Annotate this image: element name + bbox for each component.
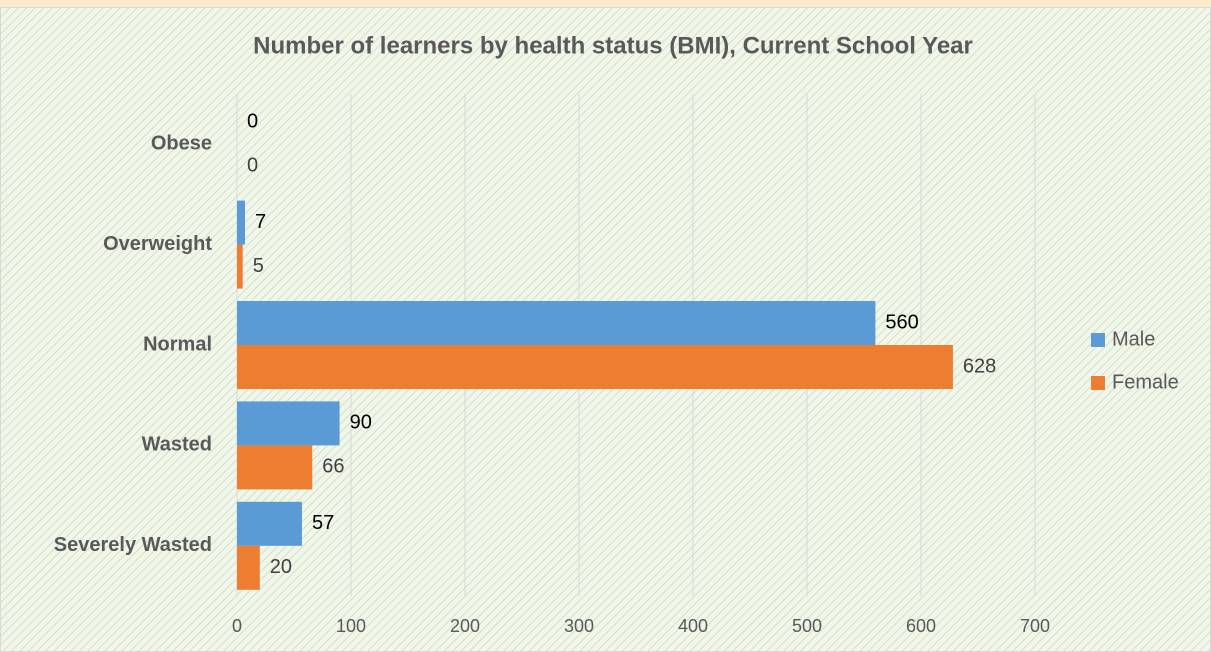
data-label: 5 <box>253 255 264 277</box>
data-label: 57 <box>312 512 334 534</box>
data-label: 66 <box>322 456 344 478</box>
x-tick-label: 300 <box>564 616 594 636</box>
x-tick-label: 400 <box>678 616 708 636</box>
y-tick-label: Overweight <box>103 233 212 255</box>
legend-label: Female <box>1112 371 1179 393</box>
bar <box>237 200 245 245</box>
y-tick-label: Normal <box>143 333 212 355</box>
top-strip <box>0 0 1211 7</box>
data-label: 7 <box>255 211 266 233</box>
bar <box>237 345 953 389</box>
y-tick-label: Wasted <box>142 434 212 456</box>
data-label: 628 <box>963 355 996 377</box>
x-tick-label: 100 <box>336 616 366 636</box>
data-label: 20 <box>270 556 292 578</box>
data-label: 560 <box>885 311 918 333</box>
legend-label: Male <box>1112 328 1155 350</box>
x-tick-label: 200 <box>450 616 480 636</box>
x-tick-label: 500 <box>792 616 822 636</box>
bar <box>237 301 876 345</box>
data-label: 0 <box>247 110 258 132</box>
bar <box>237 545 260 590</box>
bar <box>237 401 340 446</box>
data-label: 90 <box>350 412 372 434</box>
legend-swatch <box>1091 376 1105 390</box>
y-tick-label: Obese <box>151 132 212 154</box>
data-label: 0 <box>247 154 258 176</box>
bar <box>237 244 243 289</box>
y-tick-label: Severely Wasted <box>54 534 212 556</box>
x-tick-label: 0 <box>232 616 242 636</box>
x-tick-label: 700 <box>1020 616 1050 636</box>
x-tick-label: 600 <box>906 616 936 636</box>
legend-swatch <box>1091 333 1105 347</box>
chart-title: Number of learners by health status (BMI… <box>253 32 973 59</box>
bar <box>237 501 302 546</box>
bar <box>237 445 313 490</box>
